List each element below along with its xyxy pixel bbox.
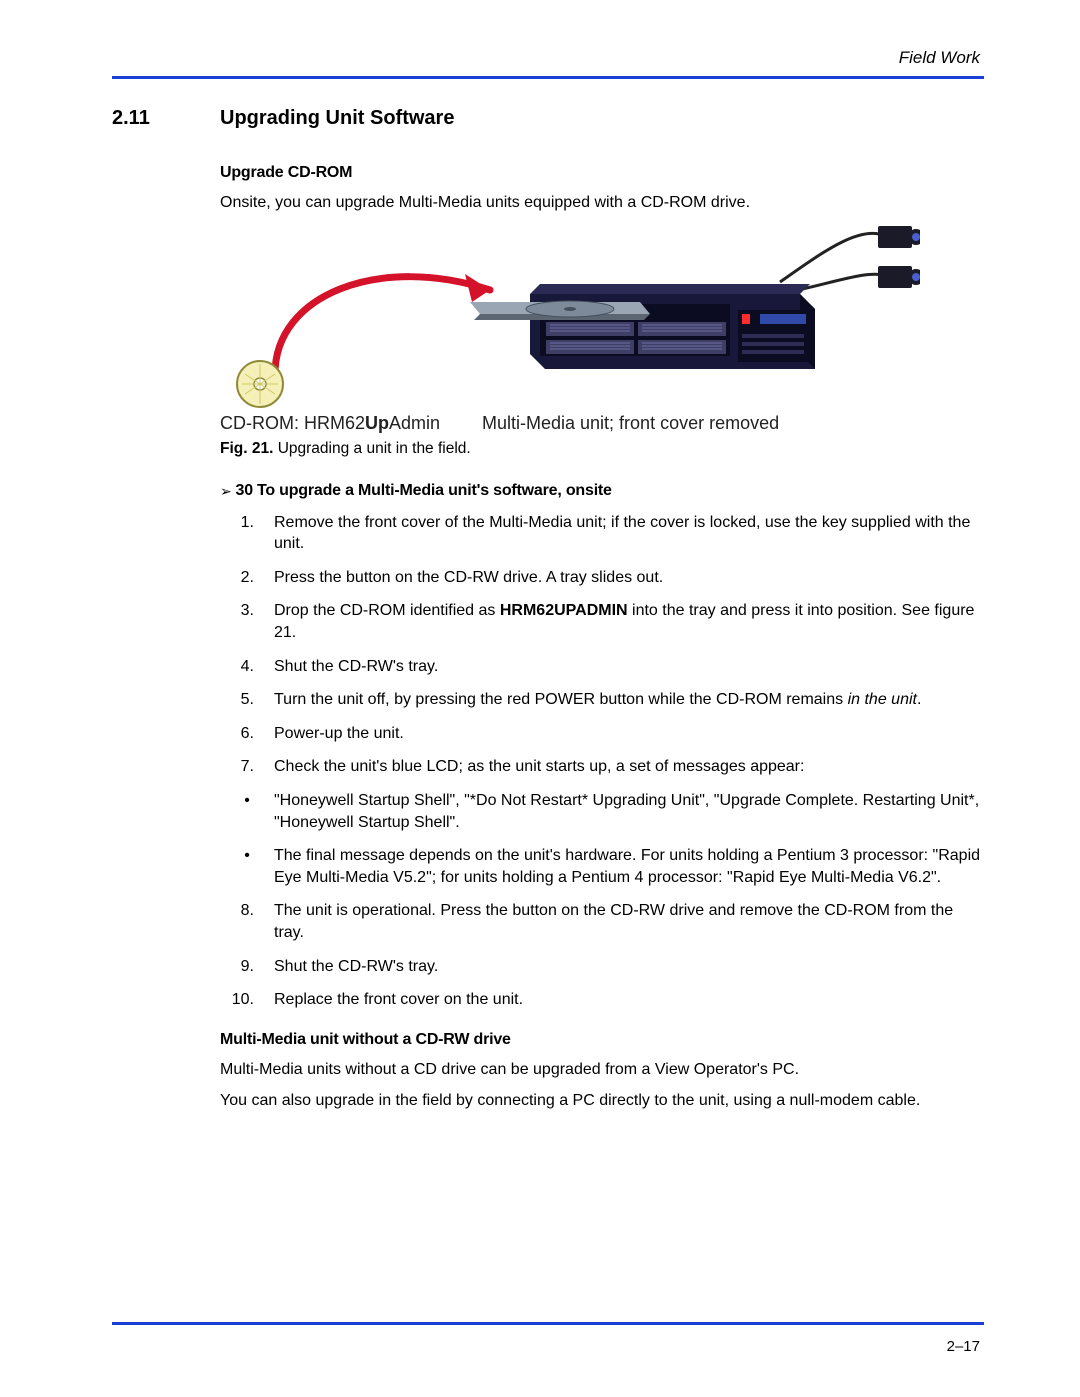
- step-text: Remove the front cover of the Multi-Medi…: [274, 512, 984, 555]
- procedure-steps-continued: 8.The unit is operational. Press the but…: [220, 900, 984, 1010]
- bottom-rule: [112, 1322, 984, 1325]
- sub2-p1a: Multi-Media: [220, 1061, 307, 1078]
- step-text: Shut the CD-RW's tray.: [274, 656, 984, 678]
- page-number: 2–17: [947, 1338, 980, 1355]
- figure-illustration: CD-ROM: HRM62UpAdmin Multi-Media unit; f…: [220, 224, 920, 434]
- procedure-title: To upgrade a Multi-Media unit's software…: [257, 482, 612, 500]
- step-text: Drop the CD-ROM identified as HRM62UPADM…: [274, 600, 984, 643]
- step-item: 9.Shut the CD-RW's tray.: [220, 956, 984, 978]
- fig-cd-label-1: CD-ROM: HRM62: [220, 413, 365, 433]
- subheading-upgrade-cdrom: Upgrade CD-ROM: [220, 164, 984, 182]
- top-rule: [112, 76, 984, 79]
- step-number: 7.: [220, 756, 274, 778]
- step-item: 7.Check the unit's blue LCD; as the unit…: [220, 756, 984, 778]
- figure-caption-lead: Fig. 21.: [220, 440, 273, 457]
- bullet-marker: •: [220, 790, 274, 833]
- sub2-para2: You can also upgrade in the field by con…: [220, 1090, 984, 1112]
- fig-cd-label-bold: Up: [365, 413, 389, 433]
- step-number: 1.: [220, 512, 274, 555]
- procedure-number: 30: [236, 482, 253, 500]
- step-text: Shut the CD-RW's tray.: [274, 956, 984, 978]
- intro-text: Onsite, you can upgrade Multi-Media unit…: [220, 192, 984, 214]
- sub2-para1: Multi-Media units without a CD drive can…: [220, 1059, 984, 1081]
- bullet-text: "Honeywell Startup Shell", "*Do Not Rest…: [274, 790, 984, 833]
- procedure-heading: ➢30 To upgrade a Multi-Media unit's soft…: [220, 482, 984, 500]
- step-item: 1.Remove the front cover of the Multi-Me…: [220, 512, 984, 555]
- sub2-p1i: units: [307, 1061, 341, 1078]
- fig-cd-label-2: Admin: [389, 413, 440, 433]
- running-header: Field Work: [112, 48, 984, 68]
- bullet-text: The final message depends on the unit's …: [274, 845, 984, 888]
- step-item: 2.Press the button on the CD-RW drive. A…: [220, 567, 984, 589]
- bullet-item: •The final message depends on the unit's…: [220, 845, 984, 888]
- step-text: Check the unit's blue LCD; as the unit s…: [274, 756, 984, 778]
- step-number: 2.: [220, 567, 274, 589]
- bullet-item: •"Honeywell Startup Shell", "*Do Not Res…: [220, 790, 984, 833]
- procedure-bullets: •"Honeywell Startup Shell", "*Do Not Res…: [220, 790, 984, 888]
- step-text: Turn the unit off, by pressing the red P…: [274, 689, 984, 711]
- procedure-marker: ➢: [220, 483, 232, 501]
- step-number: 9.: [220, 956, 274, 978]
- step-item: 5.Turn the unit off, by pressing the red…: [220, 689, 984, 711]
- figure-caption: Fig. 21. Upgrading a unit in the field.: [220, 440, 984, 458]
- step-item: 4.Shut the CD-RW's tray.: [220, 656, 984, 678]
- step-text: Replace the front cover on the unit.: [274, 989, 984, 1011]
- section-number: 2.11: [112, 107, 220, 130]
- step-number: 3.: [220, 600, 274, 643]
- content-area: Upgrade CD-ROM Onsite, you can upgrade M…: [220, 164, 984, 1112]
- procedure-steps: 1.Remove the front cover of the Multi-Me…: [220, 512, 984, 778]
- step-number: 6.: [220, 723, 274, 745]
- step-number: 5.: [220, 689, 274, 711]
- section-title: Upgrading Unit Software: [220, 107, 454, 130]
- step-item: 8.The unit is operational. Press the but…: [220, 900, 984, 943]
- step-number: 8.: [220, 900, 274, 943]
- step-item: 3.Drop the CD-ROM identified as HRM62UPA…: [220, 600, 984, 643]
- step-text: The unit is operational. Press the butto…: [274, 900, 984, 943]
- figure-21: CD-ROM: HRM62UpAdmin Multi-Media unit; f…: [220, 224, 984, 458]
- svg-text:CD-ROM: HRM62UpAdmin: CD-ROM: HRM62UpAdmin: [220, 413, 440, 433]
- step-item: 10.Replace the front cover on the unit.: [220, 989, 984, 1011]
- step-text: Power-up the unit.: [274, 723, 984, 745]
- step-number: 4.: [220, 656, 274, 678]
- fig-unit-label: Multi-Media unit; front cover removed: [482, 413, 779, 433]
- figure-caption-text: Upgrading a unit in the field.: [273, 440, 470, 457]
- sub2-p1b: without a CD drive can be upgraded from …: [341, 1061, 799, 1078]
- step-text: Press the button on the CD-RW drive. A t…: [274, 567, 984, 589]
- page: Field Work 2.11 Upgrading Unit Software …: [0, 0, 1080, 1182]
- subheading-no-cdrw: Multi-Media unit without a CD-RW drive: [220, 1031, 984, 1049]
- step-item: 6.Power-up the unit.: [220, 723, 984, 745]
- section-heading: 2.11 Upgrading Unit Software: [112, 107, 984, 130]
- bullet-marker: •: [220, 845, 274, 888]
- step-number: 10.: [220, 989, 274, 1011]
